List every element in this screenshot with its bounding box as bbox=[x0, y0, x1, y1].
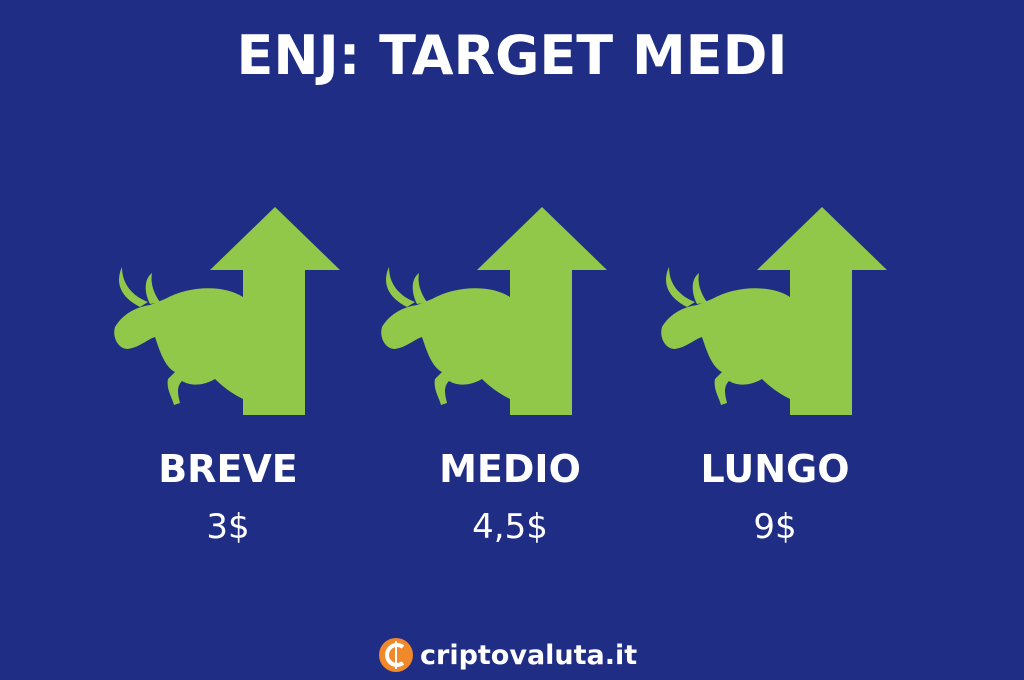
target-columns: BREVE 3$ MEDIO 4,5$ LUNGO 9$ bbox=[114, 207, 887, 547]
target-price: 4,5$ bbox=[472, 507, 548, 547]
target-price: 9$ bbox=[753, 507, 796, 547]
title: ENJ: TARGET MEDI bbox=[237, 24, 788, 87]
brand-name: criptovaluta.it bbox=[420, 640, 637, 671]
target-label: LUNGO bbox=[700, 447, 849, 491]
brand-logo bbox=[379, 638, 413, 672]
target-label: MEDIO bbox=[439, 447, 581, 491]
target-price: 3$ bbox=[206, 507, 249, 547]
target-label: BREVE bbox=[158, 447, 298, 491]
